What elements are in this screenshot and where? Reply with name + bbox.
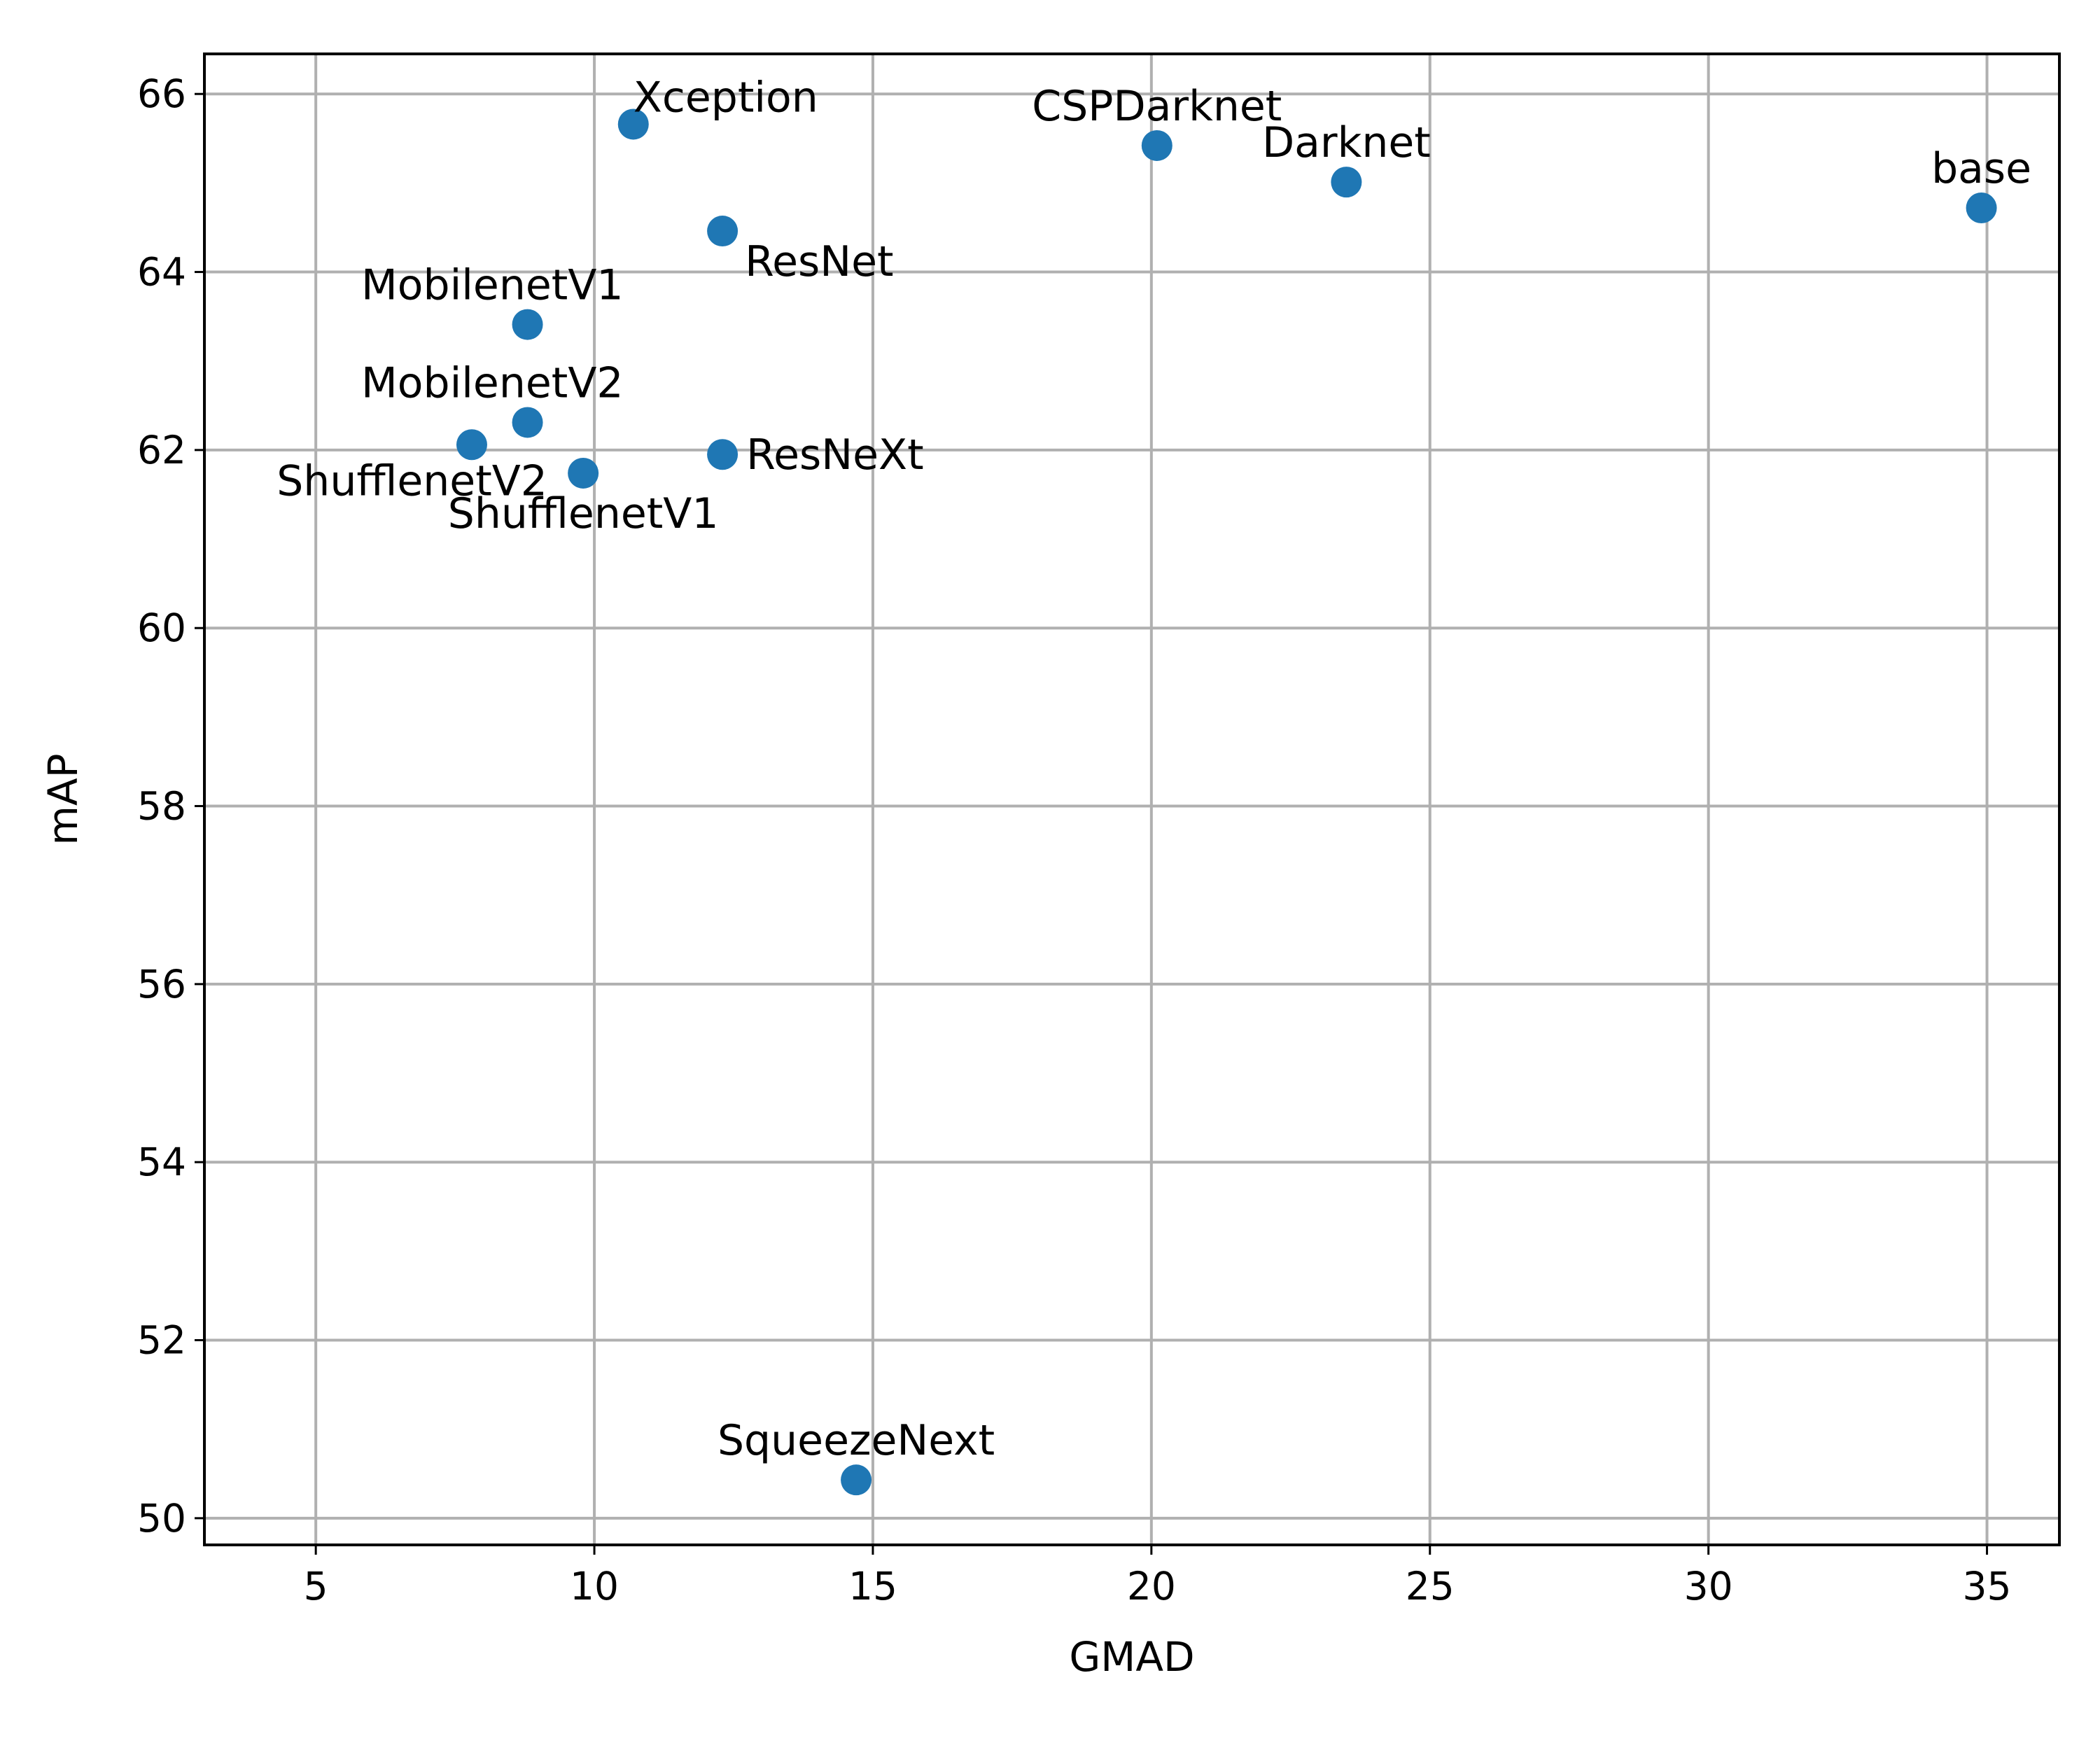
y-tick-label: 66 bbox=[137, 71, 186, 116]
grid-layer bbox=[204, 54, 2059, 1545]
x-axis-label: GMAD bbox=[1069, 1633, 1194, 1681]
point-label: ResNeXt bbox=[746, 430, 924, 479]
y-tick-label: 64 bbox=[137, 250, 186, 295]
x-tick-label: 30 bbox=[1684, 1564, 1733, 1609]
scatter-point bbox=[617, 108, 649, 140]
tick-layer: 5 10 15 20 25 30 35 50 52 54 56 58 60 62 64 66 bbox=[137, 71, 2012, 1609]
scatter-point bbox=[512, 407, 543, 438]
y-axis-label: mAP bbox=[39, 753, 87, 845]
x-tick-label: 15 bbox=[848, 1564, 897, 1609]
point-layer bbox=[456, 108, 1997, 1496]
x-tick-label: 10 bbox=[570, 1564, 619, 1609]
scatter-point bbox=[707, 439, 738, 470]
y-tick-label: 52 bbox=[137, 1318, 186, 1363]
point-label: base bbox=[1931, 144, 2031, 193]
point-label: SqueezeNext bbox=[718, 1416, 995, 1465]
x-tick-label: 20 bbox=[1127, 1564, 1176, 1609]
point-label: ResNet bbox=[745, 237, 894, 286]
y-tick-label: 56 bbox=[137, 962, 186, 1007]
scatter-point bbox=[456, 429, 487, 461]
x-tick-label: 25 bbox=[1406, 1564, 1455, 1609]
point-label: MobilenetV2 bbox=[361, 358, 624, 407]
y-tick-label: 62 bbox=[137, 428, 186, 472]
plot-frame bbox=[203, 52, 2061, 1546]
y-tick-label: 50 bbox=[137, 1496, 186, 1541]
scatter-point bbox=[707, 216, 738, 247]
y-tick-label: 58 bbox=[137, 784, 186, 829]
scatter-point bbox=[568, 457, 599, 489]
scatter-point bbox=[1331, 167, 1362, 198]
x-tick-label: 35 bbox=[1963, 1564, 2012, 1609]
scatter-point bbox=[841, 1464, 872, 1496]
scatter-point bbox=[1141, 130, 1172, 161]
y-tick-label: 54 bbox=[137, 1140, 186, 1184]
point-label: Xception bbox=[634, 73, 818, 122]
point-label: ShufflenetV1 bbox=[448, 489, 719, 538]
scatter-point bbox=[1966, 192, 1997, 223]
x-tick-label: 5 bbox=[304, 1564, 328, 1609]
point-label: MobilenetV1 bbox=[361, 261, 624, 310]
point-label: ShufflenetV2 bbox=[276, 456, 547, 505]
point-label: Darknet bbox=[1262, 118, 1431, 167]
point-label: CSPDarknet bbox=[1032, 82, 1282, 131]
y-tick-label: 60 bbox=[137, 606, 186, 650]
scatter-point bbox=[512, 309, 543, 340]
